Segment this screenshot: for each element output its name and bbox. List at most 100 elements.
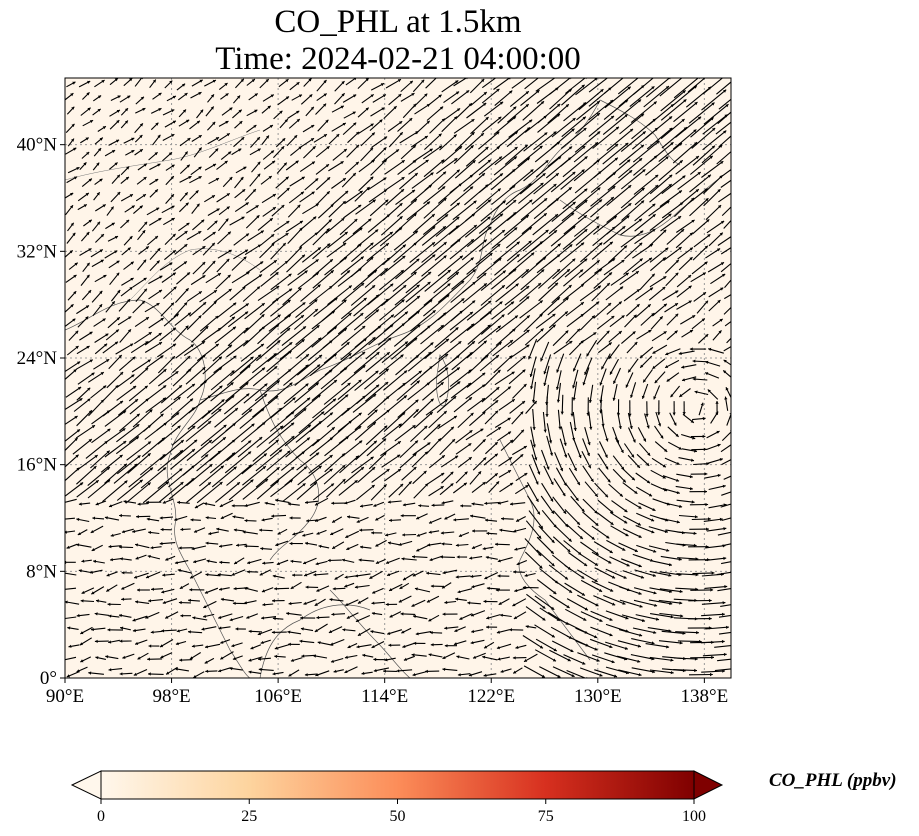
wind-vector-head xyxy=(683,99,687,103)
wind-vector-head xyxy=(652,508,656,511)
wind-vector xyxy=(536,549,555,567)
wind-vector-head xyxy=(402,533,405,537)
wind-vector-head xyxy=(80,631,84,635)
wind-vector-head xyxy=(426,571,429,575)
wind-vector-head xyxy=(739,73,742,76)
wind-vector-head xyxy=(568,538,572,542)
wind-vector-head xyxy=(582,661,586,665)
wind-vector xyxy=(528,464,539,485)
wind-vector xyxy=(424,133,442,151)
wind-vector-head xyxy=(454,629,458,632)
wind-vector-head xyxy=(716,430,720,434)
wind-vector-head xyxy=(587,442,591,446)
wind-vector-head xyxy=(147,657,150,661)
wind-vector xyxy=(330,190,349,207)
wind-vector xyxy=(433,271,460,294)
wind-vector xyxy=(676,285,692,298)
wind-vector xyxy=(478,229,506,252)
wind-vector-head xyxy=(526,315,530,319)
wind-vector-head xyxy=(330,642,334,646)
wind-vector xyxy=(134,316,150,328)
wind-vector-head xyxy=(287,314,291,318)
wind-vector xyxy=(551,284,572,304)
wind-vector xyxy=(337,312,364,335)
wind-vector-head xyxy=(254,109,258,113)
wind-vector xyxy=(664,259,680,274)
wind-vector xyxy=(287,204,301,218)
wind-vector-head xyxy=(217,328,222,331)
wind-vector-head xyxy=(543,382,547,386)
wind-vector-head xyxy=(281,146,285,150)
wind-vector-head xyxy=(272,672,276,676)
wind-vector xyxy=(424,269,452,292)
wind-vector-head xyxy=(444,354,449,357)
wind-vector-head xyxy=(194,439,198,443)
wind-vector xyxy=(409,241,436,264)
wind-vector xyxy=(596,512,614,526)
wind-vector xyxy=(466,340,488,359)
wind-vector-head xyxy=(570,649,574,653)
wind-vector xyxy=(295,299,318,319)
wind-vector-head xyxy=(403,285,407,289)
wind-vector-head xyxy=(736,129,739,132)
wind-vector-head xyxy=(200,109,204,113)
wind-vector-head xyxy=(692,359,696,363)
wind-vector xyxy=(91,410,111,425)
wind-vector xyxy=(597,499,614,514)
wind-vector-head xyxy=(594,635,598,639)
wind-vector-head xyxy=(344,655,348,659)
wind-vector-head xyxy=(329,369,333,373)
wind-vector-head xyxy=(348,313,352,317)
wind-vector xyxy=(268,314,292,332)
wind-vector-head xyxy=(733,147,736,150)
wind-vector-head xyxy=(232,657,236,661)
wind-vector-head xyxy=(639,258,643,262)
wind-vector-head xyxy=(208,531,212,536)
wind-vector xyxy=(327,285,353,306)
wind-vector-head xyxy=(303,561,307,565)
wind-vector xyxy=(706,220,725,234)
wind-vector xyxy=(606,184,632,207)
wind-vector xyxy=(577,594,599,607)
wind-vector-head xyxy=(180,440,184,444)
wind-vector xyxy=(593,302,612,319)
wind-vector-head xyxy=(539,565,543,569)
wind-vector xyxy=(674,197,695,217)
wind-vector-head xyxy=(388,337,392,341)
wind-vector xyxy=(411,172,434,189)
wind-vector xyxy=(405,281,431,303)
wind-vector-head xyxy=(553,131,557,135)
wind-vector xyxy=(563,101,587,122)
wind-vector-head xyxy=(649,244,653,247)
wind-vector xyxy=(536,579,557,595)
wind-vector-head xyxy=(642,131,646,135)
wind-vector xyxy=(295,420,323,443)
wind-vector xyxy=(497,431,512,442)
wind-vector-head xyxy=(636,289,640,293)
wind-vector-head xyxy=(416,258,420,262)
wind-vector xyxy=(493,241,521,264)
wind-vector-head xyxy=(512,185,516,189)
wind-vector xyxy=(623,258,644,275)
wind-vector xyxy=(469,78,485,94)
wind-vector-head xyxy=(160,655,164,659)
wind-vector-head xyxy=(676,461,680,465)
wind-vector-head xyxy=(445,338,449,342)
wind-vector-head xyxy=(329,412,333,416)
wind-vector xyxy=(413,411,434,429)
wind-vector xyxy=(435,216,460,237)
wind-vector-head xyxy=(676,520,680,524)
wind-vector-head xyxy=(199,79,203,83)
wind-vector xyxy=(662,475,680,482)
wind-vector xyxy=(173,439,198,461)
wind-vector-head xyxy=(203,605,207,609)
colorbar-tick-label: 50 xyxy=(390,808,406,825)
wind-vector-head xyxy=(569,341,573,344)
wind-vector-head xyxy=(495,542,498,546)
wind-vector-head xyxy=(91,627,94,632)
wind-vector-head xyxy=(230,382,234,386)
wind-vector xyxy=(692,245,709,261)
wind-vector-head xyxy=(485,518,488,522)
wind-vector xyxy=(700,640,725,644)
wind-vector xyxy=(366,409,390,428)
